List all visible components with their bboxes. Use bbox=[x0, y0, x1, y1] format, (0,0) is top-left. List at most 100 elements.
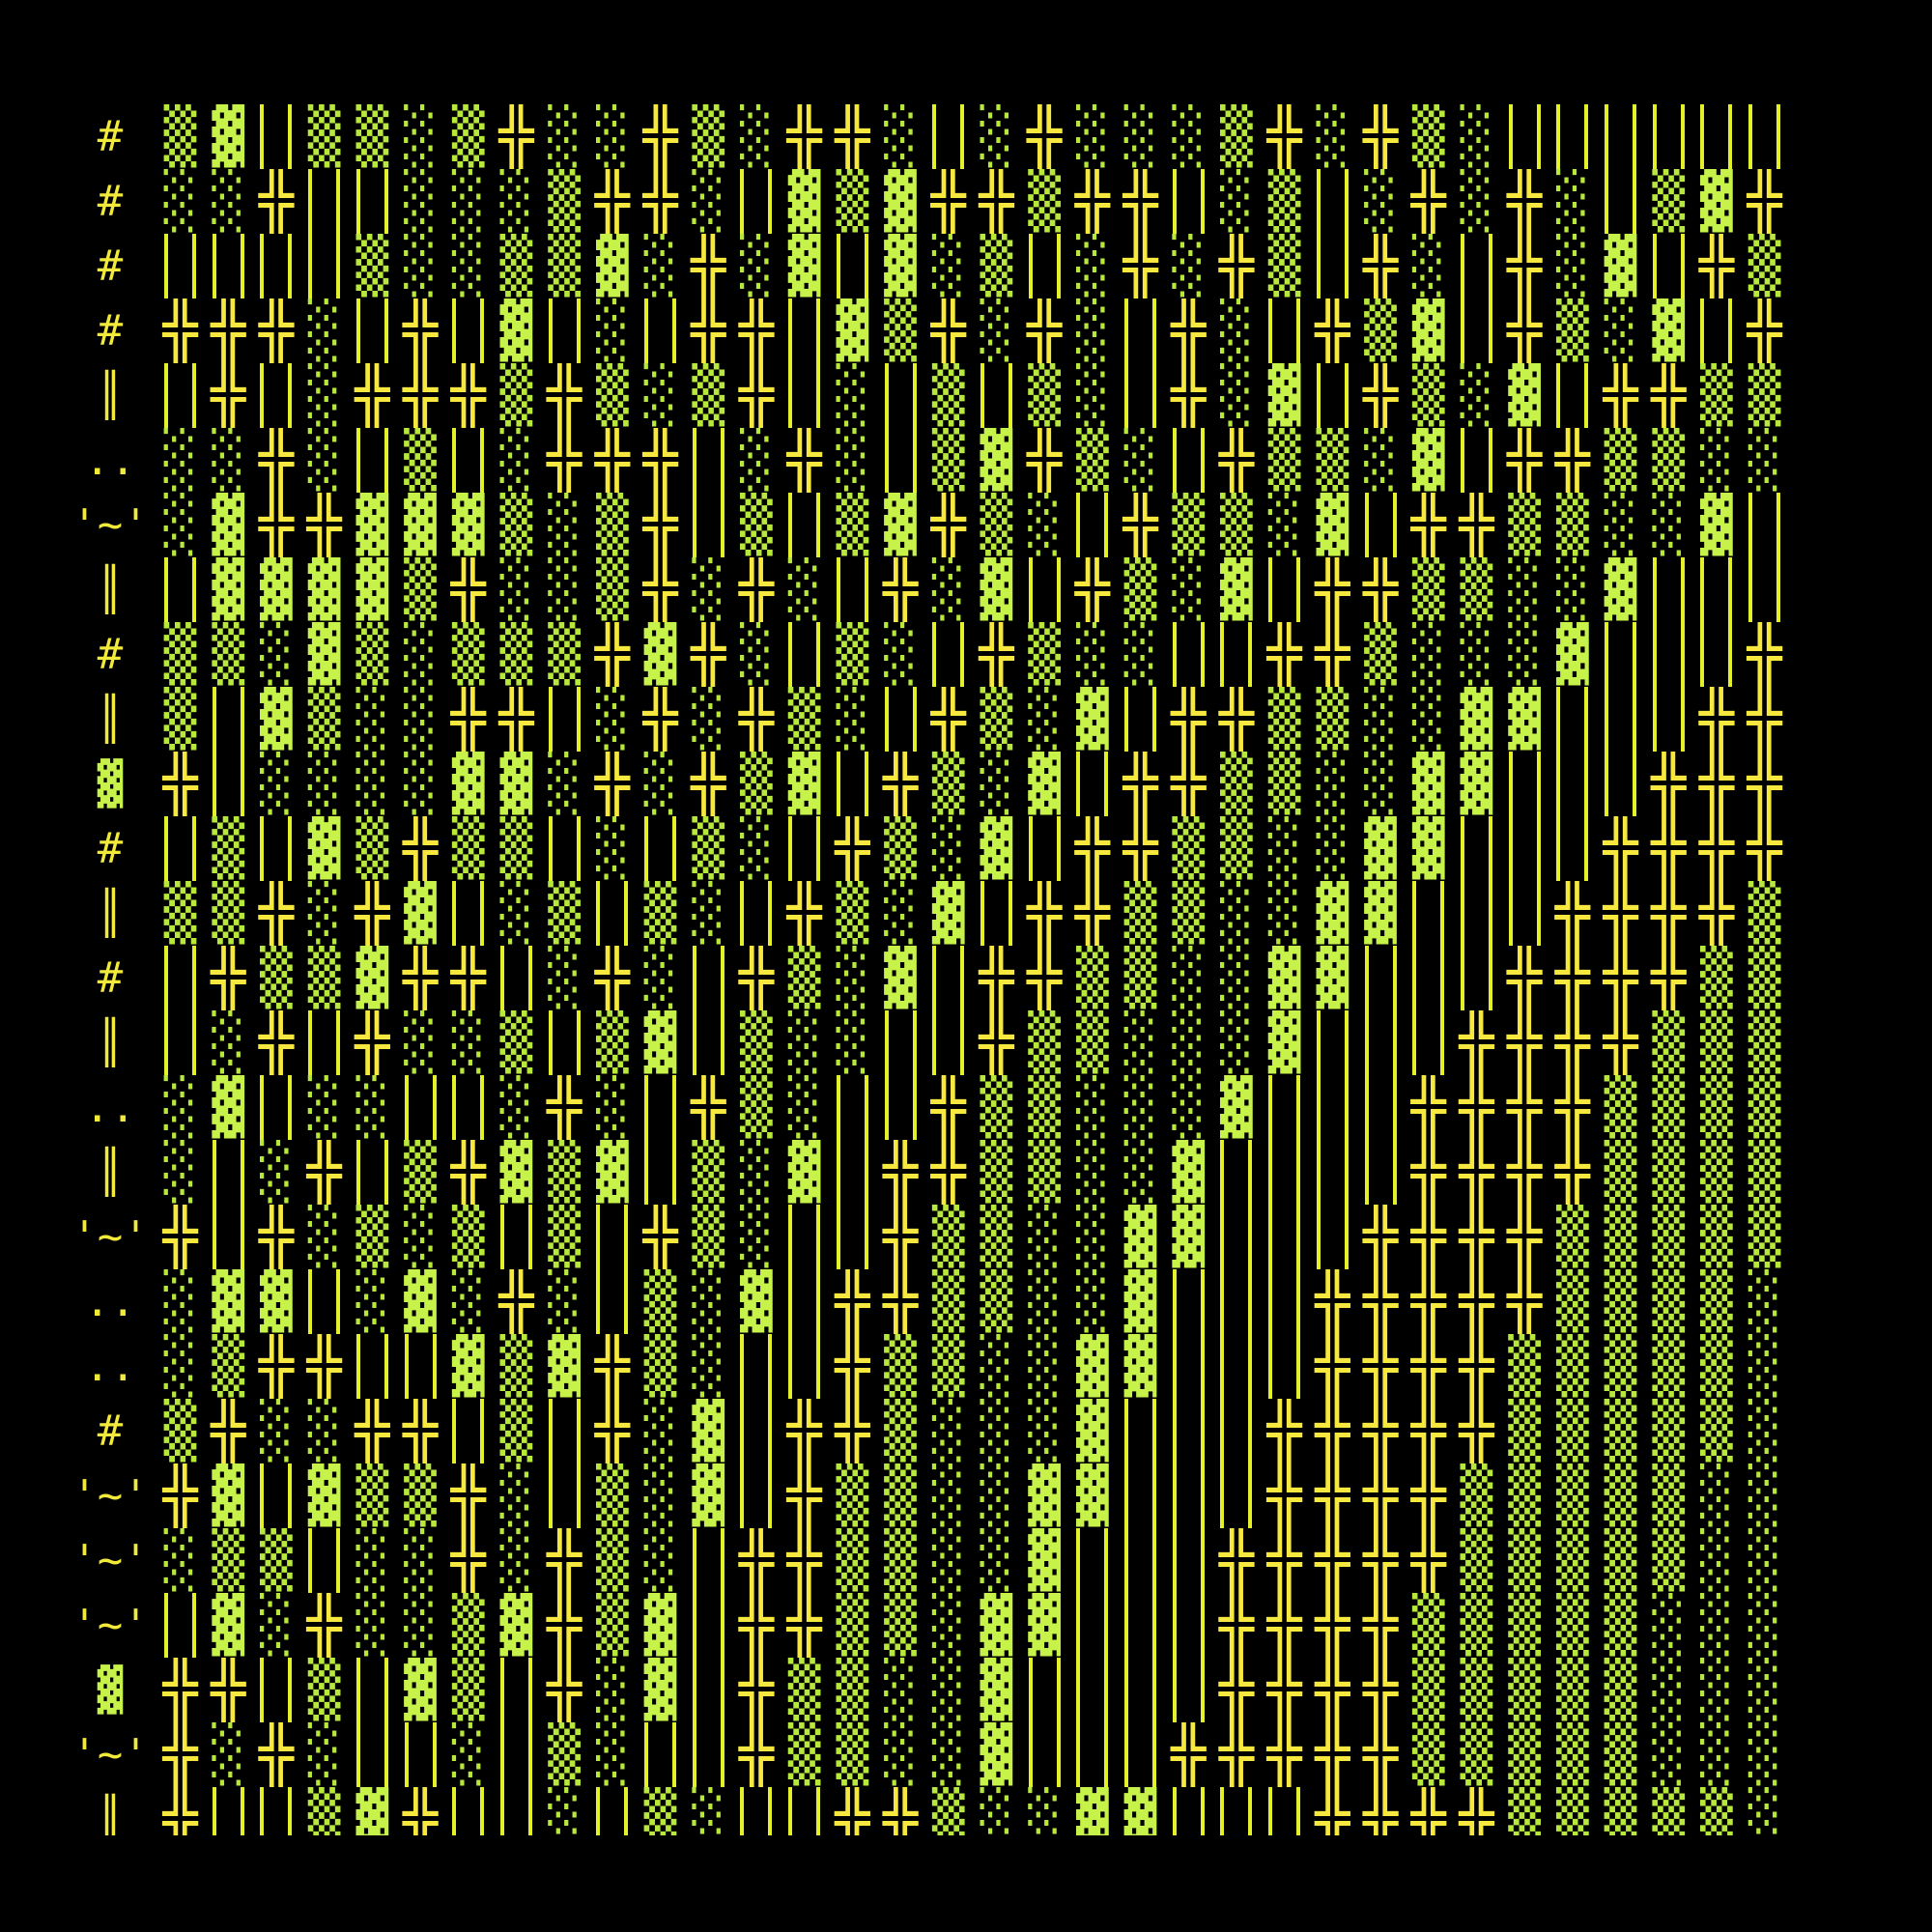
glyph-cell: ▒ bbox=[404, 558, 437, 621]
glyph-cell: ░ bbox=[980, 1788, 1013, 1835]
glyph-cell: ░ bbox=[451, 1270, 485, 1333]
art-row: ║ ░ ╬ ╬ ░ ░ ▒ ▒ ▓ ▒ ░ ░ ╬ ▒ ▒ ░ ░ ░ ▓ ╬ ╬ ╬ ╬ ▒ ▒ ▒ bbox=[68, 1010, 1835, 1075]
glyph-cell: ╬ bbox=[450, 363, 486, 428]
row-label: # bbox=[97, 242, 124, 291]
glyph-cell: ╬ bbox=[979, 169, 1014, 234]
glyph-cell bbox=[1261, 557, 1308, 622]
glyph-cell bbox=[1645, 687, 1692, 752]
glyph-cell: ░ bbox=[643, 235, 677, 298]
glyph-cell: ▒ bbox=[307, 688, 341, 751]
glyph-cell: ░ bbox=[1508, 558, 1541, 621]
glyph-cell: ▒ bbox=[980, 1141, 1013, 1204]
glyph-cell: ╬ bbox=[835, 1399, 870, 1463]
glyph-cell: ╬ bbox=[738, 946, 774, 1010]
glyph-cell: ▒ bbox=[1316, 688, 1350, 751]
glyph-cell: ▒ bbox=[1700, 1270, 1733, 1333]
glyph-cell: ░ bbox=[1075, 623, 1109, 686]
glyph-cell: ▒ bbox=[1364, 623, 1397, 686]
glyph-cell: ▓ bbox=[787, 753, 821, 815]
glyph-cell: ░ bbox=[1123, 1141, 1157, 1204]
glyph-cell bbox=[1597, 169, 1644, 234]
glyph-cell: ▓ bbox=[1604, 235, 1637, 298]
glyph-cell bbox=[732, 881, 780, 946]
glyph-cell: ░ bbox=[404, 1011, 437, 1074]
art-row: ║ ▒ ▒ ╬ ░ ╬ ▓ ░ ▒ ▒ ░ ╬ ▒ ░ ▓ ╬ ╬ ▒ ▒ ░ ░ ▓ ▓ ╬ ╬ ╬ ╬ ▒ bbox=[68, 881, 1835, 946]
row-label: # bbox=[97, 824, 124, 873]
glyph-cell: ▓ bbox=[1220, 558, 1253, 621]
glyph-cell: ░ bbox=[595, 105, 629, 168]
glyph-cell: ░ bbox=[1123, 105, 1157, 168]
glyph-cell bbox=[541, 1399, 588, 1463]
glyph-cell: ╬ bbox=[1507, 946, 1543, 1010]
glyph-cell bbox=[156, 1010, 204, 1075]
glyph-cell: ▓ bbox=[307, 623, 341, 686]
glyph-cell bbox=[877, 1010, 924, 1075]
glyph-cell: ░ bbox=[163, 170, 197, 233]
glyph-cell: ╬ bbox=[1507, 1205, 1543, 1269]
glyph-cell bbox=[1165, 1528, 1212, 1593]
glyph-cell: ╬ bbox=[1218, 687, 1254, 752]
glyph-cell: ╬ bbox=[162, 1658, 198, 1722]
glyph-cell: ░ bbox=[1700, 1529, 1733, 1592]
glyph-cell: ╬ bbox=[738, 1528, 774, 1593]
glyph-cell bbox=[1165, 428, 1212, 493]
glyph-cell: ╬ bbox=[355, 363, 390, 428]
glyph-cell: ╬ bbox=[1027, 104, 1063, 169]
glyph-cell: ▓ bbox=[1364, 817, 1397, 880]
glyph-cell: ░ bbox=[1652, 1659, 1686, 1721]
row-label: .. bbox=[84, 1277, 136, 1326]
glyph-cell: ▒ bbox=[595, 494, 629, 556]
glyph-cell: ░ bbox=[931, 558, 965, 621]
glyph-cell: ░ bbox=[548, 105, 581, 168]
glyph-cell: ▓ bbox=[884, 170, 917, 233]
glyph-cell: ░ bbox=[499, 170, 533, 233]
glyph-cell: ╬ bbox=[1554, 1010, 1590, 1075]
glyph-cell: ╬ bbox=[1747, 169, 1782, 234]
glyph-cell: ▒ bbox=[307, 947, 341, 1009]
glyph-cell: ░ bbox=[1364, 688, 1397, 751]
glyph-cell: ╬ bbox=[738, 1658, 774, 1722]
glyph-cell: ▒ bbox=[1123, 558, 1157, 621]
glyph-cell: ▒ bbox=[451, 105, 485, 168]
glyph-cell: ▒ bbox=[1028, 1011, 1061, 1074]
glyph-cell: ▒ bbox=[212, 1529, 245, 1592]
glyph-cell: ╬ bbox=[1747, 298, 1782, 363]
glyph-cell: ▒ bbox=[1604, 1141, 1637, 1204]
glyph-cell: ▓ bbox=[1555, 623, 1589, 686]
glyph-cell: ╬ bbox=[594, 1334, 630, 1399]
glyph-cell: ░ bbox=[260, 1594, 293, 1657]
glyph-cell: ░ bbox=[548, 947, 581, 1009]
glyph-cell: ╬ bbox=[1459, 1399, 1494, 1463]
glyph-cell bbox=[1021, 234, 1068, 298]
glyph-cell: ░ bbox=[1747, 1270, 1781, 1333]
glyph-cell bbox=[829, 557, 876, 622]
glyph-cell: ▓ bbox=[404, 1270, 437, 1333]
row-label: .. bbox=[84, 1083, 136, 1132]
glyph-cell: ▒ bbox=[1700, 1011, 1733, 1074]
glyph-cell: ╬ bbox=[1410, 1787, 1446, 1835]
glyph-cell: ▓ bbox=[643, 1594, 677, 1657]
glyph-cell: ▒ bbox=[1700, 1141, 1733, 1204]
glyph-cell: ▓ bbox=[548, 1335, 581, 1398]
glyph-cell: ╬ bbox=[1459, 1205, 1494, 1269]
glyph-cell: ▓ bbox=[1460, 688, 1493, 751]
glyph-cell bbox=[541, 298, 588, 363]
glyph-cell: ░ bbox=[1747, 1659, 1781, 1721]
glyph-cell: ░ bbox=[836, 688, 869, 751]
glyph-cell bbox=[156, 234, 204, 298]
glyph-cell bbox=[1453, 946, 1500, 1010]
glyph-cell: ▒ bbox=[884, 299, 917, 362]
glyph-cell: ╬ bbox=[1171, 363, 1207, 428]
glyph-cell: ▒ bbox=[595, 1011, 629, 1074]
glyph-cell: ░ bbox=[1411, 623, 1445, 686]
glyph-cell: ▓ bbox=[212, 1270, 245, 1333]
glyph-cell: ╬ bbox=[786, 1593, 822, 1658]
glyph-cell: ╬ bbox=[402, 363, 439, 428]
glyph-cell: ░ bbox=[1075, 1076, 1109, 1139]
glyph-cell: ░ bbox=[1028, 1270, 1061, 1333]
glyph-cell: ╬ bbox=[450, 1140, 486, 1205]
glyph-cell: ▓ bbox=[980, 558, 1013, 621]
glyph-cell: ╬ bbox=[1507, 1269, 1543, 1334]
glyph-cell: ▒ bbox=[404, 429, 437, 492]
glyph-cell: ▒ bbox=[1508, 494, 1541, 556]
